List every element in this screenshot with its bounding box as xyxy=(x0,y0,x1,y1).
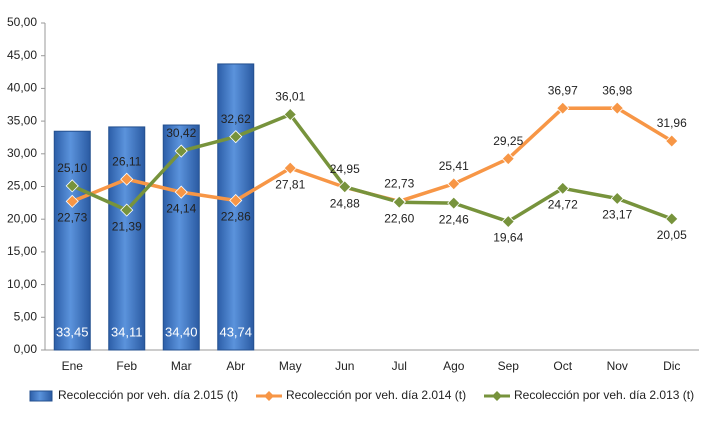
marker xyxy=(556,101,570,115)
marker xyxy=(610,191,624,206)
marker xyxy=(338,180,352,194)
bar-label: 33,45 xyxy=(56,324,89,339)
marker xyxy=(447,196,461,210)
data-label: 25,10 xyxy=(57,161,87,175)
data-label: 29,25 xyxy=(493,134,523,148)
y-tick-label: 30,00 xyxy=(7,146,37,160)
bar xyxy=(162,124,200,351)
x-tick-label: Dic xyxy=(663,359,680,373)
x-tick-label: Mar xyxy=(171,359,192,373)
data-label: 22,60 xyxy=(384,211,414,225)
y-tick-label: 40,00 xyxy=(7,81,37,95)
line xyxy=(71,106,673,204)
y-tick-label: 35,00 xyxy=(7,113,37,127)
y-tick-label: 10,00 xyxy=(7,277,37,291)
marker xyxy=(447,177,461,191)
data-label: 36,98 xyxy=(602,83,632,97)
bar xyxy=(53,130,91,351)
data-label: 24,72 xyxy=(548,198,578,212)
marker xyxy=(283,161,297,175)
marker xyxy=(120,203,134,217)
x-tick-label: Ene xyxy=(62,359,84,373)
data-label: 23,17 xyxy=(602,208,632,222)
x-tick-label: Oct xyxy=(553,359,572,373)
x-tick-label: Ago xyxy=(443,359,465,373)
bar-label: 43,74 xyxy=(219,324,252,339)
legend-marker xyxy=(264,391,274,401)
y-tick-label: 20,00 xyxy=(7,211,37,225)
marker xyxy=(665,134,679,148)
data-label: 32,62 xyxy=(221,112,251,126)
marker xyxy=(229,193,243,208)
data-label: 24,95 xyxy=(330,162,360,176)
x-tick-label: Jun xyxy=(335,359,354,373)
x-tick-label: Feb xyxy=(116,359,137,373)
marker xyxy=(283,107,297,122)
x-tick-label: Nov xyxy=(607,359,628,373)
x-tick-label: Abr xyxy=(226,359,245,373)
marker xyxy=(556,181,570,195)
x-tick-label: Jul xyxy=(392,359,407,373)
marker xyxy=(229,130,243,144)
data-label: 22,73 xyxy=(384,177,414,191)
bar xyxy=(108,126,146,351)
legend-swatch xyxy=(29,390,53,402)
data-label: 19,64 xyxy=(493,231,523,245)
marker xyxy=(501,152,515,166)
data-label: 20,05 xyxy=(657,228,687,242)
x-tick-label: May xyxy=(279,359,302,373)
legend-label: Recolección por veh. día 2.013 (t) xyxy=(514,388,694,402)
marker xyxy=(392,195,406,209)
legend-label: Recolección por veh. día 2.014 (t) xyxy=(286,388,466,402)
y-tick-label: 45,00 xyxy=(7,48,37,62)
line xyxy=(71,112,673,224)
data-label: 25,41 xyxy=(439,159,469,173)
data-label: 24,88 xyxy=(330,196,360,210)
marker xyxy=(120,172,134,186)
data-label: 31,96 xyxy=(657,116,687,130)
x-tick-label: Sep xyxy=(498,359,520,373)
data-label: 27,81 xyxy=(275,177,305,191)
marker xyxy=(174,185,188,199)
bar-label: 34,40 xyxy=(165,324,198,339)
y-tick-label: 25,00 xyxy=(7,179,37,193)
y-tick-label: 15,00 xyxy=(7,244,37,258)
data-label: 30,42 xyxy=(166,126,196,140)
y-tick-label: 5,00 xyxy=(14,309,38,323)
marker xyxy=(501,214,515,229)
data-label: 36,01 xyxy=(275,90,305,104)
y-tick-label: 50,00 xyxy=(7,15,37,29)
data-label: 26,11 xyxy=(112,154,141,168)
legend-marker xyxy=(492,391,502,401)
marker xyxy=(610,101,624,115)
data-label: 21,39 xyxy=(112,219,142,233)
bar-label: 34,11 xyxy=(111,324,143,339)
marker xyxy=(65,179,79,193)
data-label: 24,14 xyxy=(166,201,196,215)
marker xyxy=(174,144,188,158)
data-label: 22,86 xyxy=(221,210,251,224)
marker xyxy=(665,212,679,226)
legend-label: Recolección por veh. día 2.015 (t) xyxy=(58,388,238,402)
data-label: 22,73 xyxy=(57,211,87,225)
marker xyxy=(65,194,79,208)
data-label: 22,46 xyxy=(439,212,469,226)
y-tick-label: 0,00 xyxy=(14,342,38,356)
data-label: 36,97 xyxy=(548,83,578,97)
